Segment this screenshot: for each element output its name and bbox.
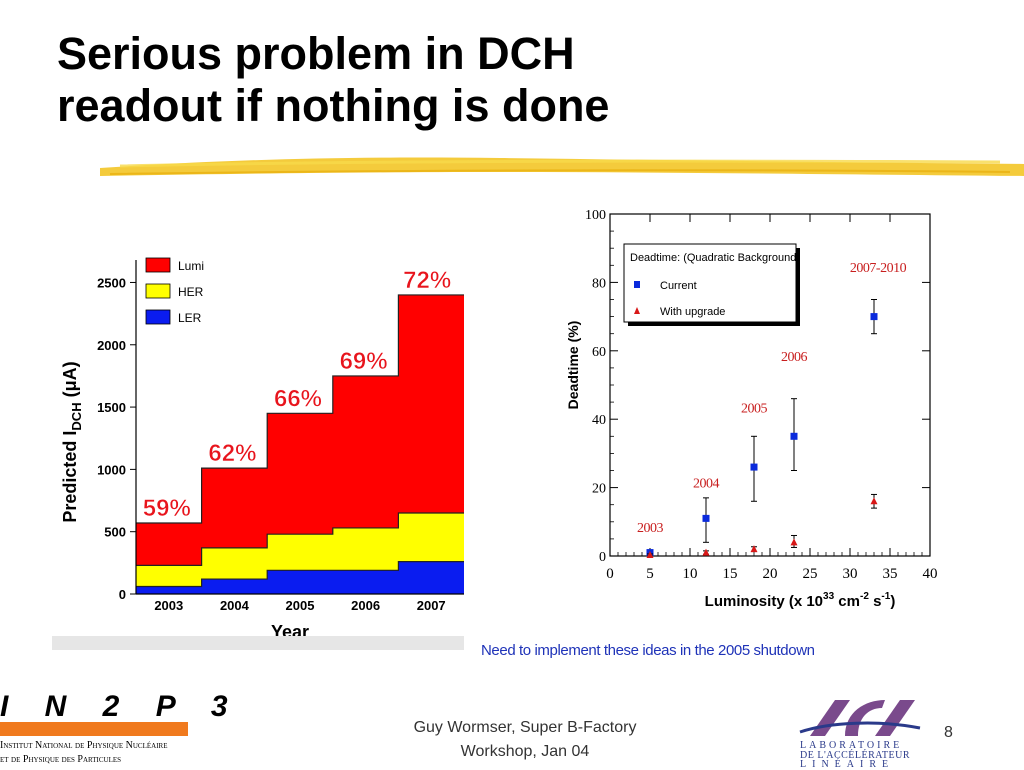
left-y-axis-label-sub: DCH xyxy=(69,402,84,430)
shutdown-note: Need to implement these ideas in the 200… xyxy=(481,642,815,659)
point-with-upgrade xyxy=(870,497,878,505)
left-x-tick-label: 2006 xyxy=(351,598,380,613)
right-x-axis-label-xlabel_end: ) xyxy=(890,593,895,610)
legend-label-her: HER xyxy=(178,285,204,299)
point-with-upgrade xyxy=(646,550,654,558)
right-x-axis-label-xlabel_main: Luminosity (x 10 xyxy=(705,593,823,610)
right-x-tick-label: 10 xyxy=(683,566,698,582)
legend-title: Deadtime: (Quadratic Background) xyxy=(630,252,800,264)
legend-swatch-her xyxy=(145,283,171,299)
right-x-tick-label: 35 xyxy=(883,566,898,582)
left-x-tick-label: 2005 xyxy=(286,598,315,613)
legend-label-ler: LER xyxy=(178,311,202,325)
in2p3-logo-bar xyxy=(0,722,188,736)
legend-box xyxy=(623,243,797,323)
left-x-tick-label: 2003 xyxy=(154,598,183,613)
left-y-axis-label-main: Predicted I xyxy=(60,431,80,523)
right-y-tick-label: 20 xyxy=(592,482,606,497)
right-x-axis-label-xlabel_exp2: -2 xyxy=(860,591,869,602)
right-x-axis-label-xlabel_exp1: 33 xyxy=(823,591,835,602)
brush-underline xyxy=(100,157,1024,176)
point-year-label: 2003 xyxy=(637,521,664,536)
in2p3-logo: I N 2 P 3 xyxy=(0,690,242,723)
right-x-tick-label: 20 xyxy=(763,566,778,582)
right-x-tick-label: 40 xyxy=(923,566,938,582)
area-lumi xyxy=(136,294,464,594)
right-x-axis-label-xlabel_mid: cm xyxy=(834,593,860,610)
right-y-tick-label: 40 xyxy=(592,413,606,428)
point-year-label: 2006 xyxy=(781,350,808,365)
left-x-tick-label: 2007 xyxy=(417,598,446,613)
lal-logo xyxy=(799,700,921,736)
left-y-tick-label: 500 xyxy=(104,525,126,540)
left-y-tick-label: 1500 xyxy=(97,400,126,415)
right-x-axis-label-xlabel_exp3: -1 xyxy=(881,591,890,602)
left-x-tick-label: 2004 xyxy=(220,598,250,613)
legend-label-lumi: Lumi xyxy=(178,259,204,273)
lal-line1: LABORATOIRE xyxy=(800,740,903,751)
percent-annotation: 66% xyxy=(274,385,322,412)
area-ler xyxy=(136,561,464,594)
percent-annotation: 69% xyxy=(340,348,388,375)
slide-title-line1: Serious problem in DCH xyxy=(57,28,575,79)
right-y-tick-label: 0 xyxy=(599,550,606,565)
point-year-label: 2007-2010 xyxy=(850,261,907,276)
right-x-tick-label: 25 xyxy=(803,566,818,582)
right-y-axis-label: Deadtime (%) xyxy=(565,321,581,410)
right-y-tick-label: 100 xyxy=(585,208,606,223)
in2p3-line1: Institut National de Physique Nucléaire xyxy=(0,740,168,751)
lal-line2: DE L'ACCÉLÉRATEUR xyxy=(800,750,911,761)
legend-marker-current xyxy=(634,281,640,288)
right-x-axis-label: Luminosity (x 1033 cm-2 s-1) xyxy=(705,591,896,610)
point-current xyxy=(702,514,710,522)
right-y-tick-label: 60 xyxy=(592,345,606,360)
left-y-tick-label: 0 xyxy=(119,587,126,602)
point-with-upgrade xyxy=(790,538,798,546)
right-x-tick-label: 0 xyxy=(606,566,614,582)
area-outline-her xyxy=(136,512,464,566)
percent-annotation: 62% xyxy=(208,440,256,467)
legend-marker-with-upgrade xyxy=(634,307,640,314)
point-current xyxy=(870,313,878,321)
legend-swatch-ler xyxy=(145,309,171,325)
in2p3-line2: et de Physique des Particules xyxy=(0,754,122,765)
slide-title: Serious problem in DCH readout if nothin… xyxy=(57,28,609,132)
left-y-axis-label: Predicted IDCH (μA) xyxy=(60,361,84,522)
point-year-label: 2005 xyxy=(741,401,768,416)
left-y-axis-label-unit: (μA) xyxy=(60,361,80,402)
right-y-tick-label: 80 xyxy=(592,276,606,291)
footer: Guy Wormser, Super B-Factory Workshop, J… xyxy=(360,716,690,764)
legend-label-square: Current xyxy=(660,280,697,292)
footer-line2: Workshop, Jan 04 xyxy=(460,743,590,760)
deadtime-chart: 0 5 10 15 20 25 30 35 40 0 20 40 60 80 100 Deadtime (%)… xyxy=(565,208,938,610)
legend-swatch-lumi xyxy=(145,257,171,273)
footer-line1: Guy Wormser, Super B-Factory xyxy=(413,719,637,736)
left-y-tick-label: 1000 xyxy=(97,462,126,477)
right-x-tick-label: 15 xyxy=(723,566,738,582)
area-outline-lumi xyxy=(136,294,464,524)
page-number: 8 xyxy=(944,724,953,741)
legend-label-triangle: With upgrade xyxy=(660,306,725,318)
left-y-tick-label: 2500 xyxy=(97,275,126,290)
percent-annotation: 72% xyxy=(403,267,451,294)
area-outline-ler xyxy=(136,561,464,588)
right-x-tick-label: 30 xyxy=(843,566,858,582)
point-year-label: 2004 xyxy=(693,477,720,492)
point-with-upgrade xyxy=(702,548,710,556)
lal-line3: LINÉAIRE xyxy=(800,759,895,770)
point-current xyxy=(790,432,798,440)
current-projection-chart: 0 500 1000 1500 2000 2500 2003 2004 2005 2006 2007… xyxy=(52,240,464,650)
percent-annotation: 59% xyxy=(143,495,191,522)
right-x-tick-label: 5 xyxy=(646,566,654,582)
point-with-upgrade xyxy=(750,545,758,553)
right-x-axis-label-xlabel_mid2: s xyxy=(869,593,882,610)
point-current xyxy=(750,463,758,471)
left-chart-bottom-strip xyxy=(52,636,464,650)
left-y-tick-label: 2000 xyxy=(97,338,126,353)
slide-title-line2: readout if nothing is done xyxy=(57,80,610,131)
